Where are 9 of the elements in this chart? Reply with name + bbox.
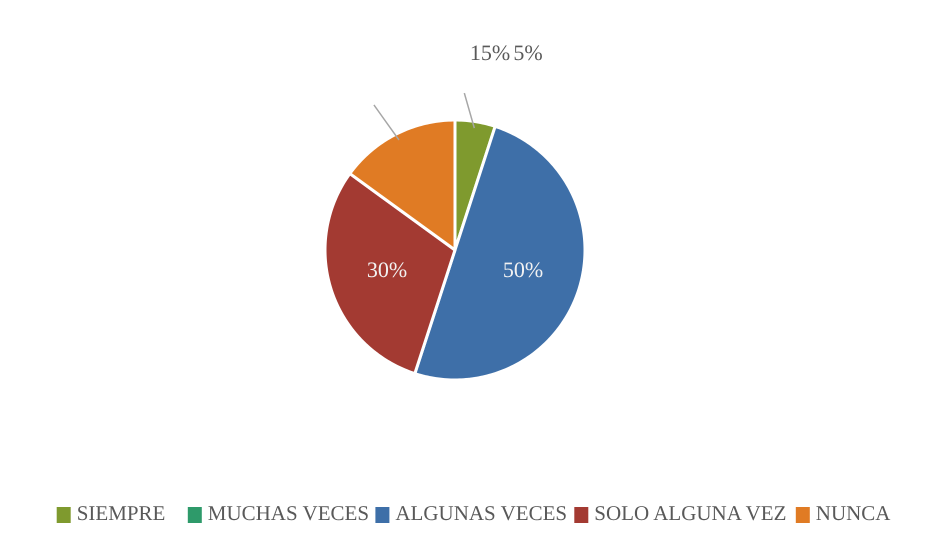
legend-label: NUNCA xyxy=(816,500,892,525)
data-label: 30% xyxy=(366,257,408,282)
legend-label: MUCHAS VECES xyxy=(208,500,370,525)
data-label: 5% xyxy=(513,40,543,66)
data-label: 15% xyxy=(470,40,510,66)
data-label: 50% xyxy=(502,257,544,282)
legend-label: ALGUNAS VECES xyxy=(395,500,568,525)
legend-label: SIEMPRE xyxy=(76,500,166,525)
legend-label: SOLO ALGUNA VEZ xyxy=(594,500,786,525)
